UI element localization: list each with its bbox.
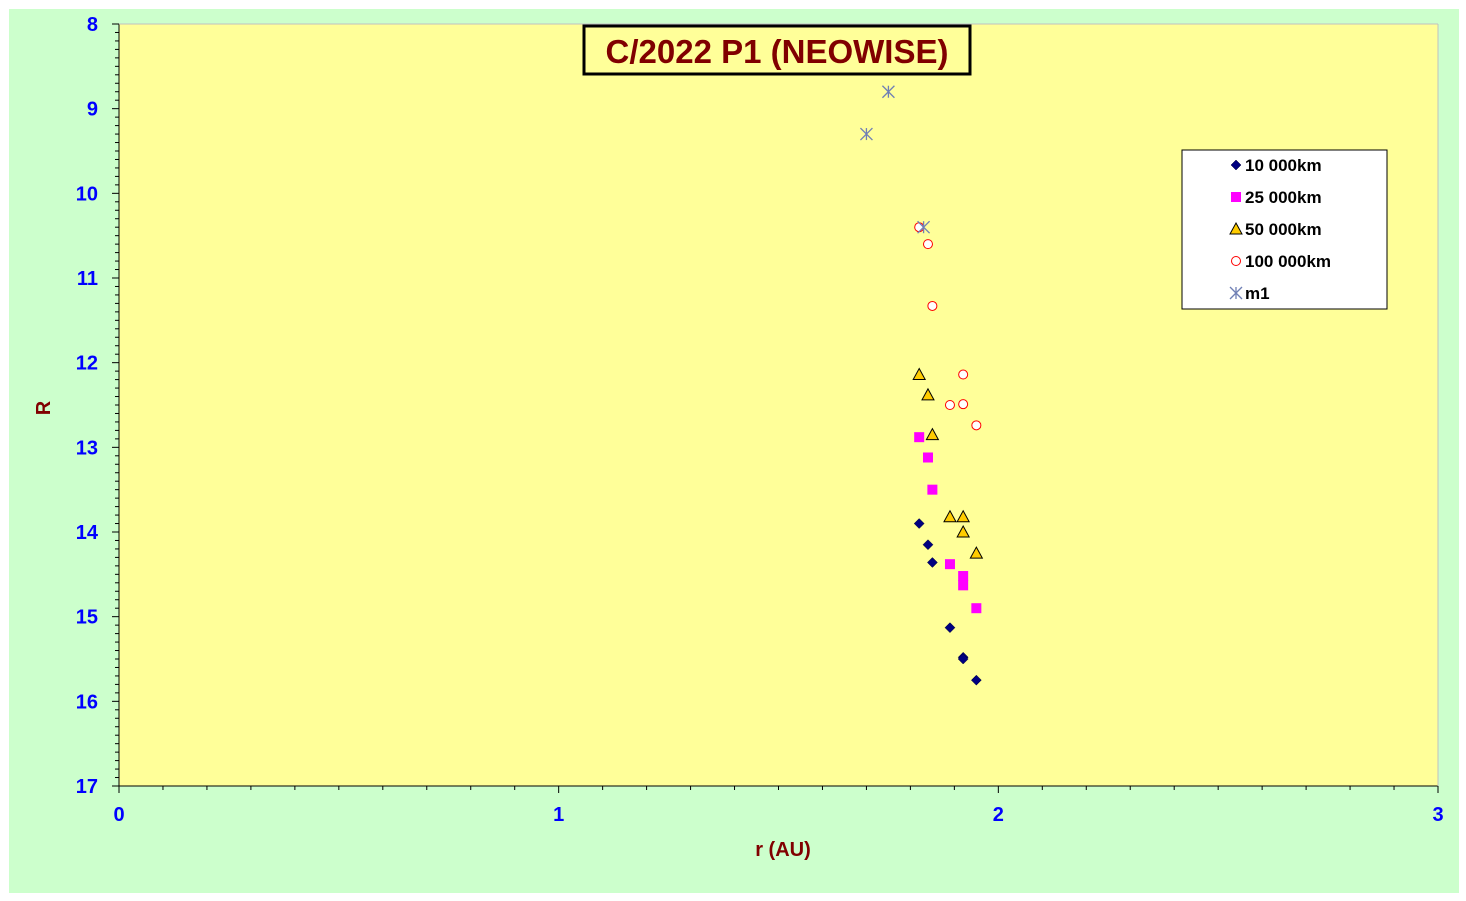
- legend-label: m1: [1245, 284, 1270, 303]
- legend-label: 50 000km: [1245, 220, 1322, 239]
- data-point-square: [958, 580, 969, 591]
- data-point-square: [958, 571, 969, 582]
- chart-title-box: C/2022 P1 (NEOWISE): [582, 24, 972, 76]
- legend-box: [1181, 149, 1388, 310]
- chart-title: C/2022 P1 (NEOWISE): [606, 33, 949, 70]
- data-point-diamond: [970, 674, 982, 686]
- data-point-diamond: [922, 539, 934, 551]
- data-point-square: [927, 484, 938, 495]
- data-point-square: [914, 432, 925, 443]
- data-point-diamond: [957, 653, 969, 665]
- legend-label: 10 000km: [1245, 156, 1322, 175]
- legend-marker-asterisk: [1229, 286, 1243, 300]
- data-point-diamond: [927, 557, 938, 568]
- y-tick-label: 16: [76, 691, 98, 713]
- data-point-circle: [958, 369, 969, 380]
- data-points: [859, 85, 984, 686]
- data-point-triangle: [925, 427, 940, 441]
- legend-label: 100 000km: [1245, 252, 1331, 271]
- legend: 10 000km 25 000km 50 000km 100 000km m1: [1181, 149, 1388, 310]
- y-tick-label: 17: [76, 776, 98, 798]
- data-point-circle: [971, 420, 982, 431]
- y-tick-label: 13: [76, 437, 98, 459]
- y-tick-label: 15: [76, 607, 98, 629]
- data-point-triangle: [969, 546, 984, 559]
- data-point-circle: [944, 400, 955, 410]
- data-point-circle: [927, 300, 938, 311]
- y-tick-label: 11: [77, 268, 98, 290]
- y-tick-label: 12: [76, 353, 98, 375]
- x-tick-label: 2: [993, 804, 1004, 826]
- data-point-diamond: [913, 518, 925, 529]
- legend-label: 25 000km: [1245, 188, 1322, 207]
- data-point-asterisk: [859, 127, 873, 141]
- x-tick-label: 1: [553, 804, 564, 826]
- y-axis-title: R: [33, 400, 55, 415]
- y-tick-label: 14: [76, 522, 99, 544]
- data-point-circle: [922, 239, 933, 250]
- data-point-triangle: [956, 509, 971, 523]
- plot-area: [119, 24, 1438, 786]
- data-point-circle: [958, 399, 969, 410]
- data-point-triangle: [943, 509, 957, 523]
- legend-marker-circle: [1231, 256, 1241, 266]
- data-point-circle: [914, 222, 925, 233]
- legend-marker-diamond: [1230, 159, 1242, 171]
- legend-marker-triangle: [1229, 221, 1243, 235]
- data-point-square: [971, 603, 982, 614]
- legend-marker-square: [1231, 192, 1241, 202]
- data-point-diamond: [944, 622, 956, 634]
- data-point-square: [922, 452, 933, 463]
- x-tick-label: 3: [1432, 804, 1443, 826]
- y-tick-label: 8: [87, 14, 98, 36]
- x-tick-label: 0: [113, 804, 124, 826]
- data-point-triangle: [956, 524, 971, 538]
- data-point-triangle: [912, 367, 927, 381]
- data-point-asterisk: [881, 85, 895, 99]
- x-axis-title: r (AU): [755, 839, 811, 861]
- data-point-square: [944, 559, 955, 570]
- y-tick-label: 10: [76, 183, 98, 205]
- ticks: [112, 23, 1439, 793]
- data-point-triangle: [921, 387, 935, 401]
- y-tick-label: 9: [87, 99, 98, 121]
- data-point-asterisk: [917, 220, 931, 234]
